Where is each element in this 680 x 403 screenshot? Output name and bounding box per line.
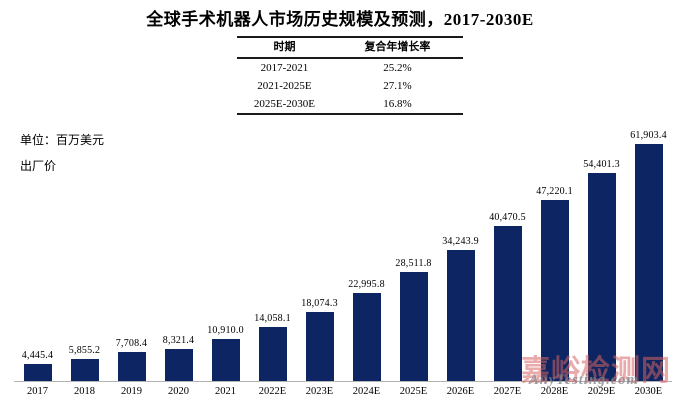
x-tick-label: 2019 xyxy=(121,386,142,397)
price-basis-label: 出厂价 xyxy=(20,159,57,173)
bar-value-label: 22,995.8 xyxy=(348,279,385,290)
cagr-rate: 16.8% xyxy=(383,98,412,110)
bar-value-label: 34,243.9 xyxy=(442,235,479,247)
bar-slot: 4,445.4 xyxy=(14,350,61,381)
bar xyxy=(446,249,475,381)
bar xyxy=(258,327,287,381)
x-tick-label: 2017 xyxy=(27,386,48,397)
x-tick-label: 2028E xyxy=(540,386,569,397)
bar-slot: 22,995.8 xyxy=(343,279,390,381)
bar xyxy=(70,358,99,381)
cagr-rate: 27.1% xyxy=(383,80,412,92)
unit-label: 单位：百万美元 xyxy=(20,133,105,147)
bar-value-label: 47,220.1 xyxy=(536,186,573,198)
bar xyxy=(587,172,616,381)
bar xyxy=(399,271,428,381)
x-tick-label: 2026E xyxy=(446,386,475,397)
bar xyxy=(117,351,146,381)
cagr-period: 2025E-2030E xyxy=(253,98,315,110)
ticks-row: 2017 2018 2019 2020 2021 2022E 2023E 2024E 2025E… xyxy=(14,386,672,400)
bar xyxy=(23,364,52,381)
chart-title: 全球手术机器人市场历史规模及预测，2017-2030E xyxy=(146,10,534,29)
cagr-header-rate: 复合年增长率 xyxy=(364,41,431,53)
cagr-table: 时期 复合年增长率 2017-2021 25.2% 2021-2025E 27.… xyxy=(237,36,463,115)
x-tick-label: 2018 xyxy=(74,386,95,397)
bar-slot: 40,470.5 xyxy=(484,212,531,381)
cagr-table-row: 2021-2025E 27.1% xyxy=(237,77,463,95)
cagr-period: 2021-2025E xyxy=(257,80,312,92)
x-tick-label: 2027E xyxy=(493,386,522,397)
bar-slot: 18,074.3 xyxy=(296,298,343,381)
cagr-table-row: 2025E-2030E 16.8% xyxy=(237,95,463,113)
bar-value-label: 28,511.8 xyxy=(395,257,432,269)
bar-slot: 7,708.4 xyxy=(108,337,155,381)
bar-value-label: 18,074.3 xyxy=(301,297,338,309)
cagr-header-period: 时期 xyxy=(273,41,296,53)
bar xyxy=(540,200,569,381)
bar-value-label: 7,708.4 xyxy=(115,337,148,349)
bar-value-label: 54,401.3 xyxy=(583,158,620,170)
bar-slot: 61,903.4 xyxy=(625,130,672,381)
x-tick-label: 2025E xyxy=(399,386,428,397)
bar-value-label: 4,445.4 xyxy=(21,350,54,361)
x-tick-label: 2030E xyxy=(634,386,663,397)
bar-value-label: 5,855.2 xyxy=(68,344,101,356)
x-tick-label: 2020 xyxy=(168,386,189,397)
cagr-table-row: 2017-2021 25.2% xyxy=(237,59,463,77)
cagr-table-header-row: 时期 复合年增长率 xyxy=(237,38,463,59)
cagr-period: 2017-2021 xyxy=(260,62,309,74)
bar-value-label: 40,470.5 xyxy=(489,212,526,224)
bar-slot: 47,220.1 xyxy=(531,186,578,381)
bar-slot: 8,321.4 xyxy=(155,335,202,381)
bar-slot: 34,243.9 xyxy=(437,236,484,381)
bar-slot: 28,511.8 xyxy=(390,258,437,381)
x-tick-label: 2024E xyxy=(352,386,381,397)
bar-value-label: 8,321.4 xyxy=(162,335,195,347)
bar-slot: 14,058.1 xyxy=(249,313,296,381)
bars-row: 4,445.4 5,855.2 7,708.4 8,321.4 10,910.0 14,0… xyxy=(14,119,672,382)
bar-slot: 5,855.2 xyxy=(61,345,108,381)
bar-value-label: 61,903.4 xyxy=(630,130,667,141)
bar xyxy=(211,339,240,381)
bar-value-label: 10,910.0 xyxy=(207,325,244,337)
x-tick-label: 2029E xyxy=(587,386,616,397)
x-tick-label: 2022E xyxy=(258,386,287,397)
bar-slot: 54,401.3 xyxy=(578,159,625,381)
cagr-rate: 25.2% xyxy=(383,62,412,74)
bar xyxy=(305,311,334,381)
bar xyxy=(634,144,663,381)
bar-value-label: 14,058.1 xyxy=(254,313,291,325)
x-tick-label: 2023E xyxy=(305,386,334,397)
bar-slot: 10,910.0 xyxy=(202,325,249,381)
bar xyxy=(164,349,193,381)
bar xyxy=(493,226,522,381)
x-tick-label: 2021 xyxy=(215,386,236,397)
bar xyxy=(352,293,381,381)
